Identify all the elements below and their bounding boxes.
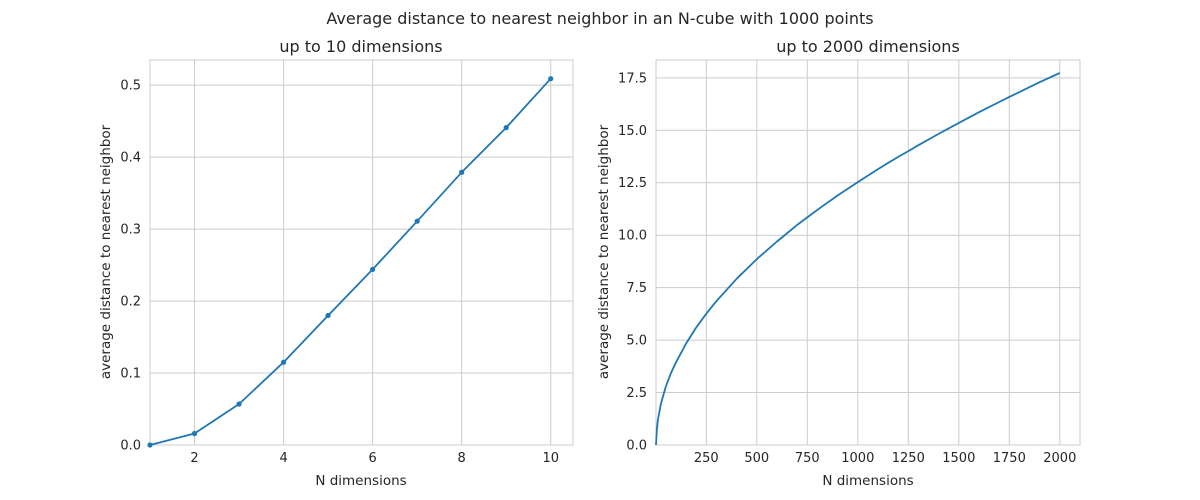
chart-left-data-point xyxy=(459,169,465,175)
chart-left-grid xyxy=(150,60,573,446)
chart-left-xtick-label: 8 xyxy=(458,451,466,466)
chart-left-data-point xyxy=(548,76,554,82)
chart-left-series-line xyxy=(149,78,552,446)
chart-left-ticks: 2 4 6 8 10 0.0 0.1 0.2 0.3 0.4 0.5 xyxy=(120,79,559,466)
chart-left-frame xyxy=(149,59,574,446)
chart-left-data-point xyxy=(236,401,242,407)
chart-right-ytick-label: 5.0 xyxy=(626,334,647,349)
chart-right-title: up to 2000 dimensions xyxy=(776,37,960,56)
chart-left-xtick-label: 10 xyxy=(542,451,559,466)
chart-right-ticks: 250 500 750 1000 1250 1500 1750 2000 0.0 2.5 5.0 7.… xyxy=(618,71,1076,466)
chart-right: up to 2000 dimensions 250 500 750 1000 1250 1… xyxy=(596,37,1081,489)
chart-left: up to 10 dimensions 2 4 6 8 10 0.0 0.1 0.2 0.3 0.… xyxy=(98,37,574,489)
chart-left-ytick-label: 0.2 xyxy=(120,295,141,310)
chart-right-ytick-label: 10.0 xyxy=(618,229,647,244)
chart-right-xtick-label: 2000 xyxy=(1043,451,1076,466)
chart-right-xtick-label: 1250 xyxy=(892,451,925,466)
chart-right-ytick-label: 15.0 xyxy=(618,124,647,139)
chart-left-ytick-label: 0.5 xyxy=(120,79,141,94)
chart-left-xtick-label: 6 xyxy=(368,451,376,466)
chart-left-data-point xyxy=(503,125,509,131)
chart-left-xtick-label: 2 xyxy=(190,451,198,466)
chart-right-xtick-label: 1750 xyxy=(993,451,1026,466)
chart-right-ytick-label: 0.0 xyxy=(626,439,647,454)
chart-left-ylabel: average distance to nearest neighbor xyxy=(98,124,114,379)
chart-left-data-point xyxy=(147,442,153,448)
chart-right-ytick-label: 12.5 xyxy=(618,176,647,191)
chart-left-data-point xyxy=(191,430,198,437)
chart-right-frame xyxy=(655,59,1081,446)
chart-left-series xyxy=(147,76,554,448)
chart-right-xtick-label: 750 xyxy=(795,451,820,466)
chart-left-title: up to 10 dimensions xyxy=(279,37,442,56)
chart-right-grid xyxy=(656,60,1080,446)
chart-right-ytick-label: 17.5 xyxy=(618,71,647,86)
chart-left-data-point xyxy=(325,312,331,319)
chart-left-data-point xyxy=(370,266,376,273)
chart-left-xtick-label: 4 xyxy=(279,451,287,466)
chart-right-ylabel: average distance to nearest neighbor xyxy=(596,124,612,379)
chart-right-series-line xyxy=(655,72,1061,446)
chart-left-ytick-label: 0.4 xyxy=(120,151,141,166)
figure-suptitle: Average distance to nearest neighbor in … xyxy=(326,9,873,28)
chart-left-ytick-label: 0.1 xyxy=(120,367,141,382)
chart-left-data-point xyxy=(280,359,287,365)
chart-right-xlabel: N dimensions xyxy=(822,473,913,489)
chart-left-ytick-label: 0.3 xyxy=(120,223,141,238)
chart-right-xtick-label: 500 xyxy=(744,451,769,466)
chart-right-series xyxy=(655,72,1061,446)
chart-right-xtick-label: 1000 xyxy=(841,451,874,466)
chart-left-data-point xyxy=(414,218,420,224)
chart-right-xtick-label: 1500 xyxy=(942,451,975,466)
chart-right-ytick-label: 7.5 xyxy=(626,281,647,296)
chart-right-ytick-label: 2.5 xyxy=(626,386,647,401)
chart-left-ytick-label: 0.0 xyxy=(120,439,141,454)
chart-right-xtick-label: 250 xyxy=(694,451,719,466)
chart-left-xlabel: N dimensions xyxy=(315,473,406,489)
